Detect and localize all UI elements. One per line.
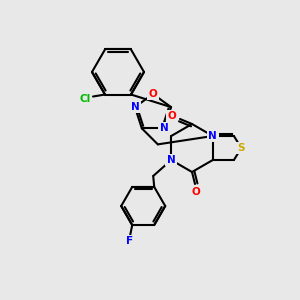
Text: N: N <box>130 102 139 112</box>
Text: F: F <box>126 236 133 246</box>
Text: Cl: Cl <box>80 94 91 103</box>
Text: O: O <box>168 111 176 121</box>
Text: O: O <box>148 89 158 99</box>
Text: N: N <box>160 123 169 134</box>
Text: N: N <box>208 131 217 141</box>
Text: O: O <box>192 187 200 197</box>
Text: N: N <box>167 155 176 165</box>
Text: S: S <box>238 143 245 153</box>
